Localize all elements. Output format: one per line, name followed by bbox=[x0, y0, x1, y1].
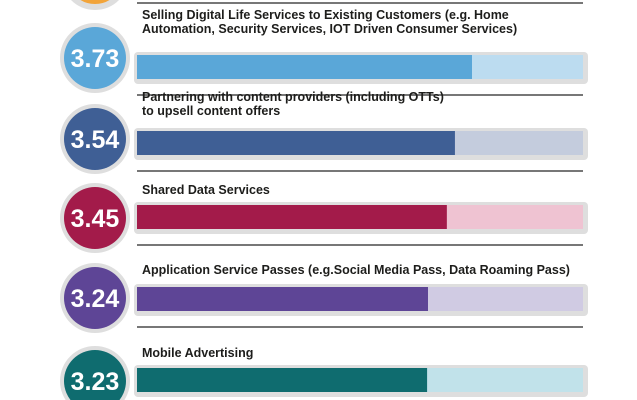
bar-label: Mobile Advertising bbox=[142, 346, 253, 360]
score-label: 3.24 bbox=[71, 285, 120, 313]
bar-row-1: Selling Digital Life Services to Existin… bbox=[60, 8, 588, 96]
bar bbox=[137, 205, 447, 229]
bar-label: Shared Data Services bbox=[142, 183, 270, 197]
score-circle bbox=[64, 267, 126, 329]
score-label: 3.73 bbox=[71, 45, 120, 73]
bar-label: Automation, Security Services, IOT Drive… bbox=[142, 22, 517, 36]
bar-label: Partnering with content providers (inclu… bbox=[142, 90, 444, 104]
bar bbox=[137, 131, 455, 155]
partial-top-circle bbox=[70, 0, 120, 10]
bar bbox=[137, 55, 472, 79]
score-label: 3.54 bbox=[71, 126, 120, 154]
score-circle bbox=[64, 187, 126, 249]
bar-row-2: Partnering with content providers (inclu… bbox=[60, 90, 588, 174]
score-circle bbox=[64, 108, 126, 170]
bar-row-3: Shared Data Services 3.45 bbox=[60, 183, 588, 253]
bar-label: Application Service Passes (e.g.Social M… bbox=[142, 263, 570, 277]
score-circle bbox=[64, 350, 126, 400]
score-circle bbox=[64, 27, 126, 89]
bar bbox=[137, 287, 428, 311]
bar-row-4: Application Service Passes (e.g.Social M… bbox=[60, 263, 588, 333]
bar-row-5: Mobile Advertising 3.23 bbox=[60, 346, 588, 400]
bar-label: Selling Digital Life Services to Existin… bbox=[142, 8, 509, 22]
score-label: 3.23 bbox=[71, 368, 120, 396]
bar bbox=[137, 368, 428, 392]
bar-label: to upsell content offers bbox=[142, 104, 280, 118]
score-label: 3.45 bbox=[71, 205, 120, 233]
